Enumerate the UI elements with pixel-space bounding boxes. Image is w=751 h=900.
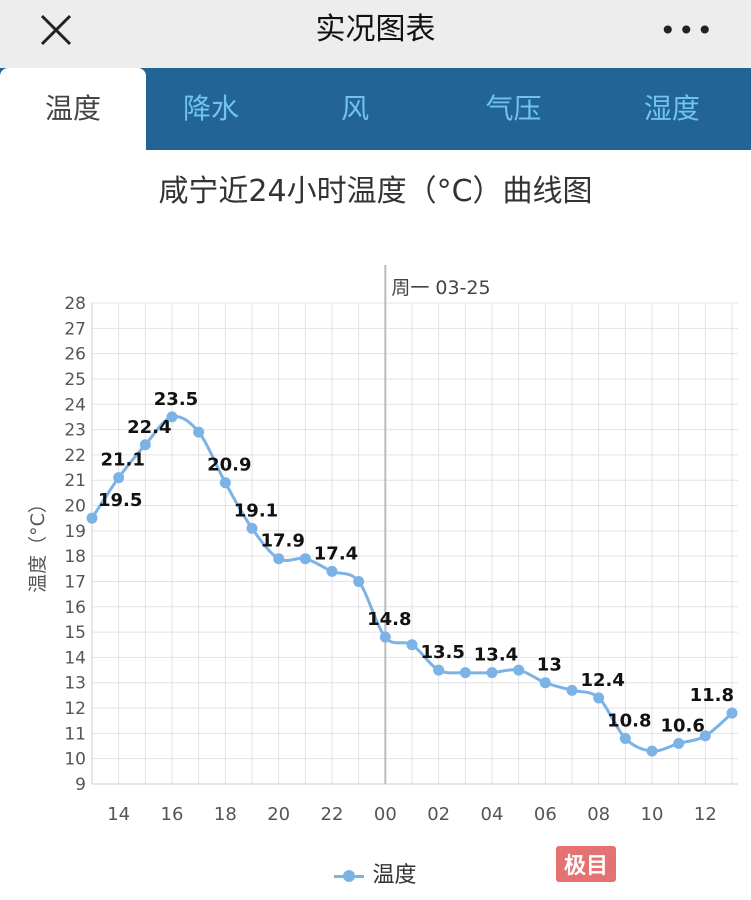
tab-wind[interactable]: 风 — [341, 92, 370, 125]
data-point — [673, 737, 685, 749]
data-point — [273, 553, 285, 565]
x-tick-label: 02 — [427, 804, 450, 825]
legend-label: 温度 — [372, 863, 417, 888]
data-point — [486, 667, 498, 679]
data-point — [246, 522, 258, 534]
watermark-logo: 极目 — [556, 846, 617, 882]
data-point — [593, 692, 605, 704]
data-point — [113, 472, 125, 484]
data-label: 14.8 — [367, 609, 411, 630]
tab-pressure[interactable]: 气压 — [485, 92, 542, 125]
y-tick-label: 12 — [64, 699, 86, 719]
data-point — [193, 426, 205, 438]
y-tick-label: 15 — [64, 623, 86, 643]
y-tick-label: 18 — [64, 547, 86, 567]
data-point — [379, 631, 391, 643]
data-point — [166, 411, 178, 423]
data-label: 11.8 — [690, 685, 734, 706]
legend-marker-icon — [334, 869, 365, 882]
data-point — [433, 664, 445, 676]
x-tick-label: 20 — [267, 804, 290, 825]
x-tick-label: 00 — [374, 804, 397, 825]
y-tick-label: 21 — [64, 471, 86, 491]
data-point — [353, 575, 365, 587]
y-tick-label: 13 — [64, 674, 86, 694]
data-label: 21.1 — [100, 450, 144, 471]
data-label: 10.6 — [660, 715, 704, 736]
y-tick-label: 17 — [64, 572, 86, 592]
data-label: 19.5 — [98, 490, 142, 511]
data-point — [139, 439, 151, 451]
close-icon[interactable] — [38, 12, 74, 48]
top-bar: 实况图表 ••• — [0, 0, 751, 68]
data-point — [539, 677, 551, 689]
data-label: 13 — [537, 655, 562, 676]
data-point — [726, 707, 738, 719]
data-point — [619, 732, 631, 744]
x-tick-label: 12 — [694, 804, 717, 825]
y-tick-label: 28 — [64, 294, 86, 314]
tab-temperature[interactable]: 温度 — [0, 68, 146, 150]
x-tick-label: 06 — [534, 804, 557, 825]
legend[interactable]: 温度 — [0, 857, 751, 889]
data-point — [406, 639, 418, 651]
x-tick-label: 18 — [214, 804, 237, 825]
tab-bar: 温度 降水 风 气压 湿度 — [0, 68, 751, 150]
page-title: 实况图表 — [315, 12, 436, 47]
y-tick-label: 19 — [64, 522, 86, 542]
y-tick-label: 24 — [64, 395, 86, 415]
y-tick-label: 26 — [64, 345, 86, 365]
tab-humidity[interactable]: 湿度 — [643, 92, 700, 125]
y-tick-label: 16 — [64, 598, 86, 618]
data-label: 10.8 — [607, 710, 651, 731]
data-label: 13.5 — [420, 642, 464, 663]
data-point — [219, 477, 231, 489]
data-point — [513, 664, 525, 676]
data-label: 22.4 — [127, 417, 171, 438]
data-point — [326, 565, 338, 577]
more-icon[interactable]: ••• — [659, 14, 715, 47]
y-axis-label: 温度（°C） — [27, 494, 49, 593]
x-tick-label: 04 — [481, 804, 504, 825]
data-point — [299, 553, 311, 565]
data-label: 17.4 — [314, 543, 358, 564]
y-tick-label: 27 — [64, 319, 86, 339]
y-tick-label: 23 — [64, 421, 86, 441]
data-label: 13.4 — [474, 645, 518, 666]
data-point — [86, 512, 98, 524]
y-tick-label: 11 — [64, 724, 86, 744]
data-label: 12.4 — [580, 670, 624, 691]
tab-precipitation[interactable]: 降水 — [182, 92, 239, 125]
x-tick-label: 08 — [587, 804, 610, 825]
x-tick-label: 10 — [641, 804, 664, 825]
x-tick-label: 16 — [161, 804, 184, 825]
data-point — [646, 745, 658, 757]
x-tick-label: 22 — [321, 804, 344, 825]
data-point — [459, 667, 471, 679]
y-tick-label: 25 — [64, 370, 86, 390]
y-tick-label: 22 — [64, 446, 86, 466]
data-label: 20.9 — [207, 455, 251, 476]
data-point — [699, 730, 711, 742]
x-tick-label: 14 — [107, 804, 130, 825]
data-label: 17.9 — [260, 531, 304, 552]
y-tick-label: 9 — [75, 775, 86, 795]
y-tick-label: 10 — [64, 750, 86, 770]
data-label: 23.5 — [154, 389, 198, 410]
chart-title: 咸宁近24小时温度（°C）曲线图 — [158, 174, 593, 209]
day-marker-label: 周一 03-25 — [391, 277, 490, 299]
y-tick-label: 14 — [64, 648, 86, 668]
data-point — [566, 684, 578, 696]
y-tick-label: 20 — [64, 497, 86, 517]
data-label: 19.1 — [234, 500, 278, 521]
